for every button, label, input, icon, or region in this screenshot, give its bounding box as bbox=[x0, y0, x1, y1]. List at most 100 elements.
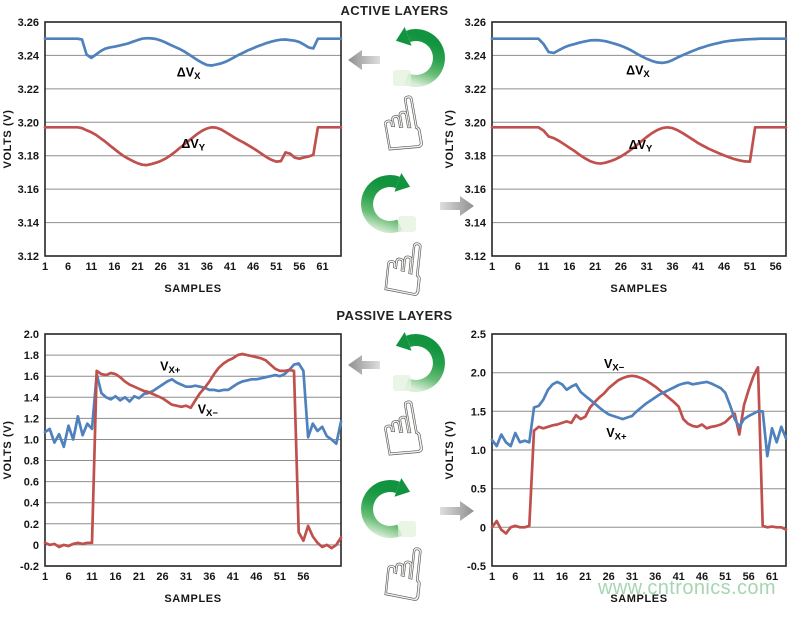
x-tick-label: 46 bbox=[696, 571, 708, 583]
series-line-dVx bbox=[43, 36, 343, 67]
y-tick-label: 0.5 bbox=[471, 484, 486, 496]
plot-border bbox=[491, 21, 787, 257]
chart-plot-passive-left: VX+ VX− 2.0 1.8 1.6 1.4 1.2 1.0 0.8 0.6 0.4 0.2 0 -0.… bbox=[2, 329, 343, 605]
y-axis-title: VOLTS (V) bbox=[2, 421, 14, 480]
y-tick-label: 2.5 bbox=[471, 329, 486, 341]
rotate-ccw-icon bbox=[395, 27, 445, 87]
touch-highlight bbox=[393, 70, 411, 86]
y-tick-label: -0.2 bbox=[20, 561, 39, 573]
touch-highlight bbox=[393, 375, 411, 391]
chart-passive-left: VX+ VX− 2.0 1.8 1.6 1.4 1.2 1.0 0.8 0.6 0.4 0.2 0 -0.… bbox=[0, 322, 360, 612]
x-tick-label: 1 bbox=[42, 261, 48, 273]
y-tick-label: 2.0 bbox=[24, 329, 39, 341]
series-label-dVy: ΔVY bbox=[181, 137, 205, 154]
plot-border bbox=[491, 333, 787, 567]
rotate-ccw-icon bbox=[395, 332, 445, 392]
rotate-cw-control-active: ☝ bbox=[361, 173, 474, 314]
hand-pointer-icon: ☝ bbox=[373, 80, 431, 170]
chart-plot-passive-right: VX−VX+2.52.01.51.00.50-0.51 6 11 16 21 26 31 36… bbox=[444, 329, 788, 605]
touch-highlight bbox=[398, 521, 416, 537]
hand-pointer-icon: ☝ bbox=[378, 530, 430, 618]
series-line-Vx- bbox=[43, 352, 343, 550]
x-tick-label: 31 bbox=[626, 571, 638, 583]
arrow-right-icon bbox=[440, 501, 474, 521]
y-tick-label: 3.16 bbox=[465, 184, 486, 196]
x-tick-label: 6 bbox=[515, 261, 521, 273]
x-tick-label: 61 bbox=[766, 571, 778, 583]
x-tick-label: 16 bbox=[563, 261, 575, 273]
x-tick-label: 21 bbox=[133, 571, 145, 583]
x-tick-label: 41 bbox=[224, 261, 236, 273]
y-tick-label: 3.22 bbox=[18, 84, 39, 96]
rotate-ccw-control-active: ☝ bbox=[348, 27, 445, 171]
x-tick-label: 6 bbox=[65, 261, 71, 273]
y-axis-title: VOLTS (V) bbox=[2, 110, 14, 169]
x-tick-label: 11 bbox=[85, 261, 97, 273]
x-tick-label: 36 bbox=[203, 571, 215, 583]
plot-border bbox=[44, 21, 342, 257]
x-tick-label: 56 bbox=[297, 571, 309, 583]
x-tick-label: 1 bbox=[489, 261, 495, 273]
plot-border bbox=[44, 333, 342, 567]
y-tick-label: 1.0 bbox=[24, 435, 39, 447]
rotate-cw-icon bbox=[361, 173, 411, 233]
y-tick-label: 2.0 bbox=[471, 368, 486, 380]
x-tick-label: 16 bbox=[556, 571, 568, 583]
x-tick-label: 16 bbox=[109, 571, 121, 583]
y-tick-label: 3.14 bbox=[465, 218, 487, 230]
x-tick-label: 56 bbox=[293, 261, 305, 273]
series-label-Vx+: VX+ bbox=[606, 426, 627, 443]
y-tick-label: 3.18 bbox=[18, 151, 39, 163]
x-tick-label: 36 bbox=[666, 261, 678, 273]
series-label-dVx: ΔVX bbox=[626, 64, 650, 81]
x-tick-label: 56 bbox=[770, 261, 782, 273]
y-tick-label: 3.26 bbox=[18, 17, 39, 29]
section-title-active: ACTIVE LAYERS bbox=[340, 3, 449, 18]
x-tick-label: 1 bbox=[489, 571, 495, 583]
x-tick-label: 11 bbox=[538, 261, 550, 273]
y-tick-label: 0.6 bbox=[24, 477, 39, 489]
y-tick-label: 1.0 bbox=[471, 445, 486, 457]
chart-active-left: ΔVX ΔVY 3.26 3.24 3.22 3.20 3.18 3.16 3.14 3.12 1 6… bbox=[0, 14, 360, 315]
series-line-Vx+ bbox=[490, 380, 788, 458]
y-tick-label: 3.26 bbox=[465, 17, 486, 29]
section-title-passive: PASSIVE LAYERS bbox=[336, 308, 453, 323]
x-tick-label: 31 bbox=[180, 571, 192, 583]
x-tick-label: 6 bbox=[65, 571, 71, 583]
y-tick-label: 3.24 bbox=[465, 50, 487, 62]
series-label-Vx-: VX− bbox=[604, 357, 625, 374]
y-tick-label: 3.14 bbox=[18, 218, 40, 230]
x-tick-label: 36 bbox=[649, 571, 661, 583]
y-tick-label: 3.12 bbox=[18, 251, 39, 263]
x-tick-label: 1 bbox=[42, 571, 48, 583]
x-tick-label: 41 bbox=[227, 571, 239, 583]
arrow-left-icon bbox=[348, 50, 380, 70]
chart-active-right: ΔVX ΔVY 3.26 3.24 3.22 3.20 3.18 3.16 3.14 3.12 1 6… bbox=[440, 14, 789, 315]
y-tick-label: 3.20 bbox=[18, 117, 39, 129]
y-axis-title: VOLTS (V) bbox=[444, 421, 456, 480]
x-tick-label: 31 bbox=[641, 261, 653, 273]
x-tick-label: 31 bbox=[178, 261, 190, 273]
rotate-cw-control-passive: ☝ bbox=[361, 478, 474, 619]
series-line-dVy bbox=[490, 125, 788, 165]
rotate-cw-icon bbox=[361, 478, 411, 538]
y-tick-label: 0 bbox=[480, 522, 486, 534]
x-tick-label: 51 bbox=[274, 571, 286, 583]
x-tick-label: 46 bbox=[718, 261, 730, 273]
x-axis-title: SAMPLES bbox=[164, 593, 221, 605]
x-tick-label: 41 bbox=[692, 261, 704, 273]
hand-pointer-icon: ☝ bbox=[378, 225, 430, 313]
watermark: www.cntronics.com bbox=[598, 577, 776, 599]
y-tick-label: 1.6 bbox=[24, 371, 39, 383]
series-line-dVx bbox=[490, 37, 788, 65]
y-tick-label: 1.4 bbox=[24, 392, 40, 404]
y-axis-title: VOLTS (V) bbox=[444, 110, 456, 169]
y-tick-label: 1.8 bbox=[24, 350, 39, 362]
x-tick-label: 11 bbox=[86, 571, 98, 583]
x-tick-label: 26 bbox=[615, 261, 627, 273]
x-tick-label: 6 bbox=[512, 571, 518, 583]
series-line-dVy bbox=[43, 125, 343, 167]
y-tick-label: 0.2 bbox=[24, 519, 39, 531]
